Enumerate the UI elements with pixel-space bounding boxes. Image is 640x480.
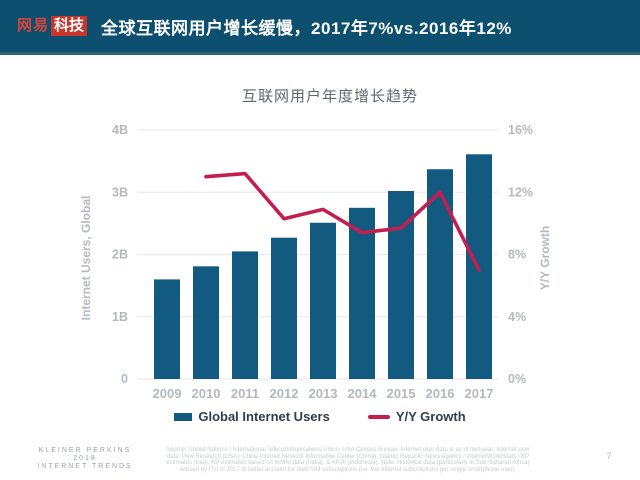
legend-swatch-bars: [174, 412, 193, 421]
left-axis-tick: 0: [121, 372, 128, 386]
kleiner-perkins-brand: KLEINER PERKINS 2018 INTERNET TRENDS: [26, 447, 144, 471]
logo-text-netease: 网易: [17, 17, 50, 34]
bar-2011: [232, 251, 258, 379]
chart-canvas: 0 0% 1B 4% 2B 8% 3B 12% 4B 16% 2009 2010 2011 2012 201…: [79, 123, 552, 401]
header-banner: 网易 科技 全球互联网用户增长缓慢，2017年7%vs.2016年12%: [0, 0, 640, 55]
bar-2009: [154, 279, 180, 379]
x-axis-label: 2017: [465, 386, 494, 401]
x-axis-label: 2014: [348, 386, 378, 401]
source-line: estimates (Iran), KP estimates based on …: [166, 460, 530, 466]
right-axis-tick: 12%: [508, 185, 533, 199]
legend-label-line: Y/Y Growth: [395, 409, 466, 424]
left-axis-tick: 1B: [112, 310, 128, 324]
right-axis-tick: 4%: [508, 310, 526, 324]
legend-item-line: Y/Y Growth: [367, 409, 466, 424]
source-line: data: Pew Research (USA), China Internet…: [166, 453, 530, 460]
x-axis-label: 2010: [192, 386, 221, 401]
source-note: Source: United Nations / International T…: [148, 447, 548, 473]
x-axis-label: 2012: [270, 386, 299, 401]
x-axis-label: 2016: [426, 386, 455, 401]
left-axis-tick: 4B: [112, 123, 128, 137]
right-axis-title: Y/Y Growth: [538, 226, 552, 290]
chart-title: 互联网用户年度增长趋势: [241, 88, 418, 105]
left-axis-tick: 2B: [112, 248, 128, 262]
right-axis-tick: 0%: [508, 372, 526, 386]
legend-item-bars: Global Internet Users: [174, 409, 330, 424]
brand-line: INTERNET TRENDS: [37, 463, 133, 470]
logo-text-tech: 科技: [51, 16, 88, 36]
chart-legend: Global Internet Users Y/Y Growth: [70, 409, 570, 424]
right-axis-tick: 16%: [508, 123, 533, 137]
brand-line: KLEINER PERKINS: [38, 447, 132, 454]
bar-2013: [310, 222, 336, 379]
growth-line: [204, 171, 481, 272]
x-axis-label: 2009: [153, 386, 182, 401]
x-axis-label: 2015: [387, 386, 416, 401]
netease-tech-logo: 网易 科技: [17, 16, 88, 36]
bar-2014: [349, 207, 375, 379]
legend-swatch-line: [367, 414, 390, 419]
x-axis-label: 2011: [231, 386, 259, 401]
page-title: 全球互联网用户增长缓慢，2017年7%vs.2016年12%: [101, 18, 512, 38]
bar-2016: [427, 169, 453, 379]
source-line: revised by ITU in 2017 to better account…: [179, 466, 517, 473]
brand-line: 2018: [73, 455, 97, 462]
page-number: 7: [606, 451, 612, 461]
right-axis-tick: 8%: [508, 248, 526, 262]
bar-2012: [271, 237, 297, 379]
bar-2010: [193, 266, 219, 379]
left-axis-title: Internet Users, Global: [79, 196, 93, 321]
source-line: Source: United Nations / International T…: [165, 447, 531, 453]
left-axis-tick: 3B: [112, 185, 128, 199]
legend-label-bars: Global Internet Users: [198, 409, 330, 424]
x-axis-label: 2013: [309, 386, 338, 401]
